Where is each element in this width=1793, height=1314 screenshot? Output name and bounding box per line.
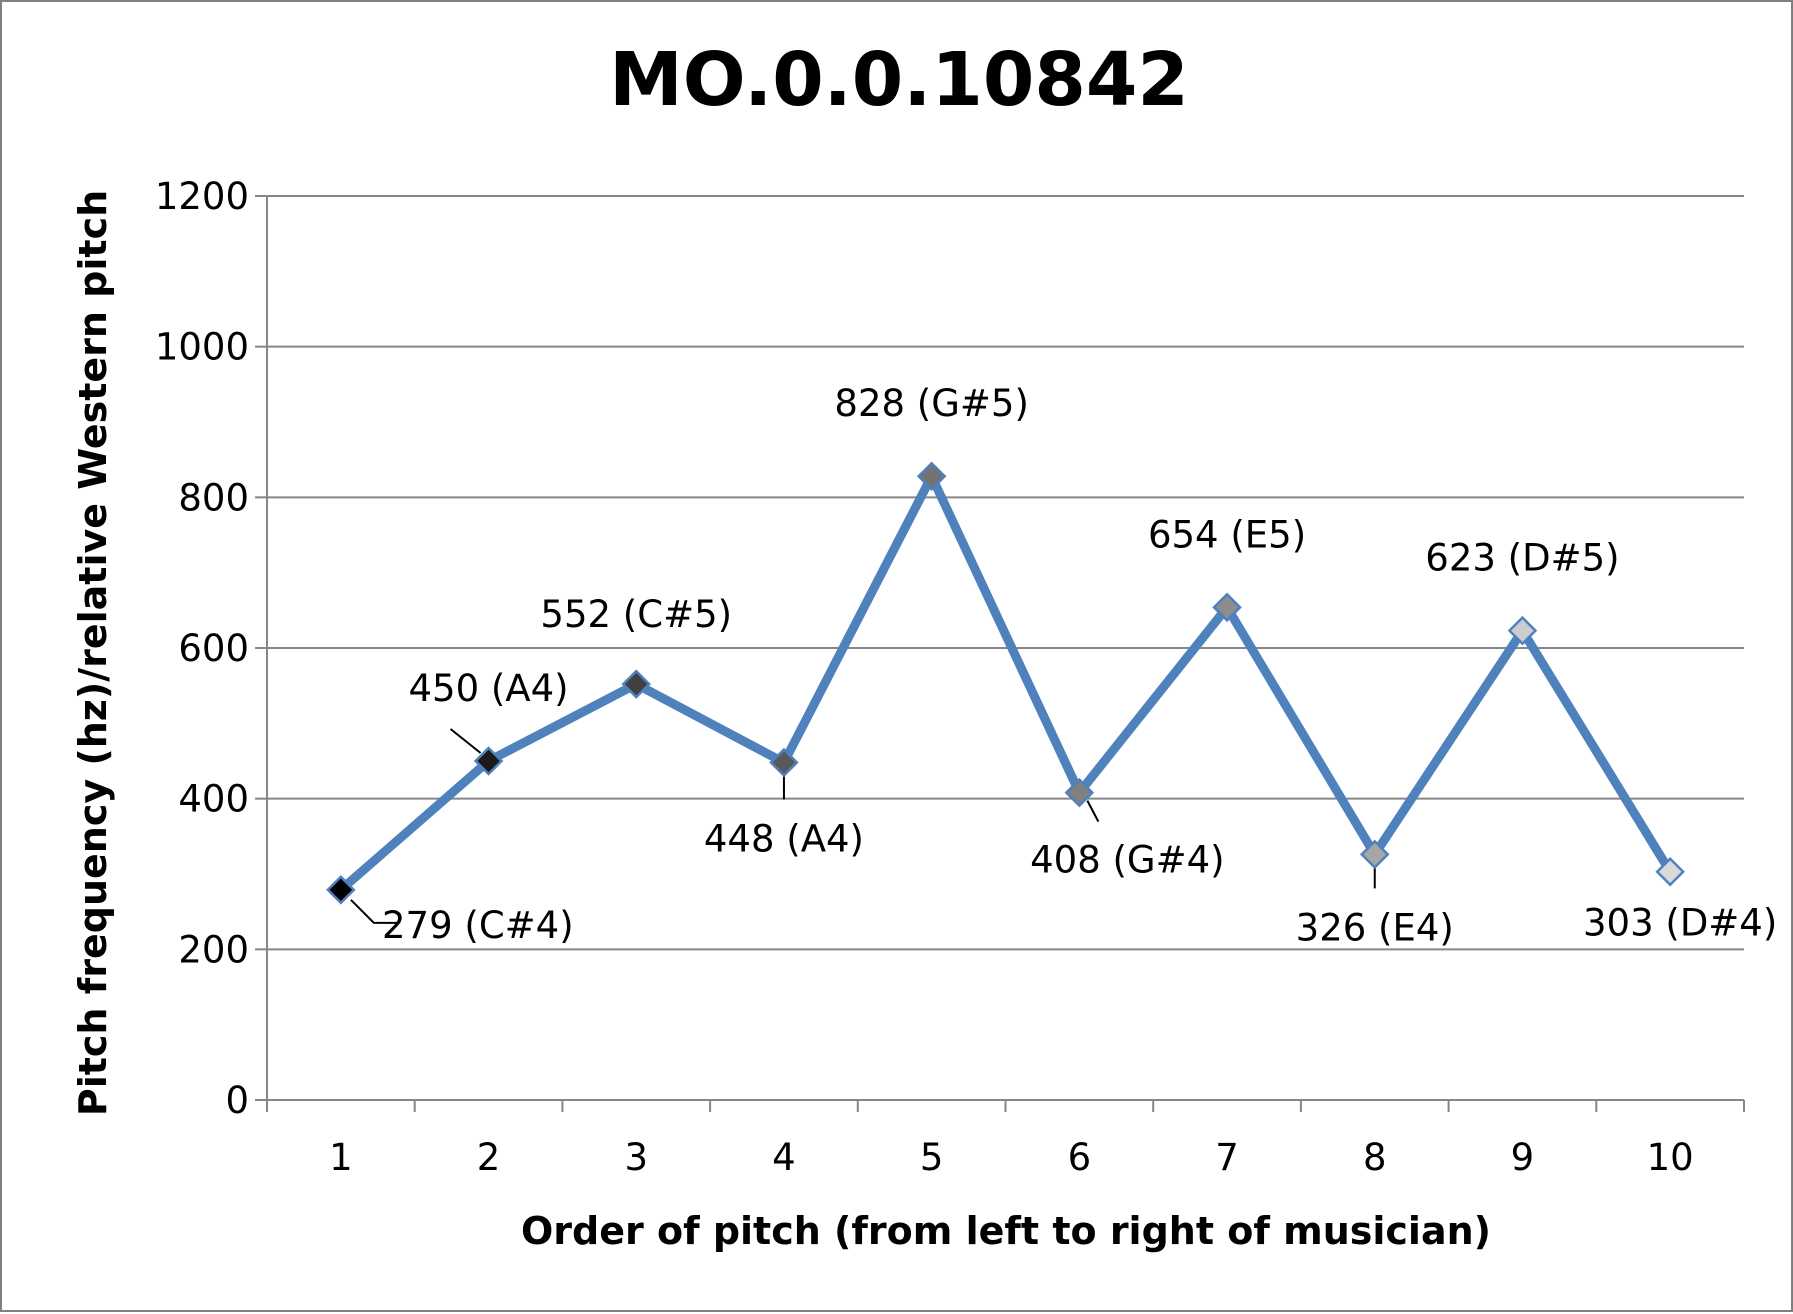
data-marker [1212, 592, 1242, 623]
data-label: 654 (E5) [1148, 513, 1306, 556]
x-tick-label: 6 [1068, 1136, 1092, 1179]
data-marker [1507, 615, 1538, 646]
data-marker [769, 747, 799, 778]
data-markers [326, 461, 1685, 905]
tick-labels: 0 200 400 600 800 1000 1200 1 2 3 4 5 6 7 8 9 10 [155, 175, 1694, 1179]
data-marker [1655, 856, 1685, 887]
x-tick-label: 3 [624, 1136, 648, 1179]
x-tick-label: 10 [1647, 1136, 1694, 1179]
series-line [336, 471, 1675, 895]
data-label: 450 (A4) [408, 667, 568, 710]
x-tick-label: 4 [772, 1136, 796, 1179]
data-marker [326, 875, 356, 905]
data-label: 279 (C#4) [382, 904, 574, 947]
x-tick-label: 5 [920, 1136, 944, 1179]
x-tick-label: 9 [1511, 1136, 1535, 1179]
data-labels: 279 (C#4) 450 (A4) 552 (C#5) 448 (A4) 828 (G… [382, 382, 1777, 949]
label-leader-line [449, 728, 482, 754]
gridlines [267, 195, 1744, 951]
y-tick-label: 1200 [155, 175, 249, 218]
y-tick-label: 400 [178, 778, 249, 821]
x-tick-label: 1 [329, 1136, 353, 1179]
x-tick-label: 2 [477, 1136, 501, 1179]
label-leader-lines [350, 728, 1376, 924]
y-tick-label: 200 [178, 928, 249, 971]
data-label: 828 (G#5) [834, 382, 1028, 425]
data-marker [916, 461, 947, 492]
y-axis-title: Pitch frequency (hz)/relative Western pi… [71, 190, 115, 1116]
x-tick-label: 7 [1215, 1136, 1239, 1179]
y-tick-label: 800 [178, 476, 249, 519]
label-leader-line [1086, 800, 1100, 823]
data-label: 448 (A4) [704, 818, 864, 861]
data-label: 552 (C#5) [540, 593, 732, 636]
series-line-path [336, 471, 1675, 895]
y-tick-label: 600 [178, 627, 249, 670]
data-marker [1359, 839, 1390, 870]
y-tick-label: 1000 [155, 326, 249, 369]
data-label: 326 (E4) [1296, 906, 1454, 949]
data-label: 408 (G#4) [1030, 839, 1224, 882]
data-label: 303 (D#4) [1583, 902, 1777, 945]
data-marker [1064, 777, 1095, 808]
data-label: 623 (D#5) [1425, 537, 1619, 580]
data-marker [621, 669, 652, 699]
y-tick-label: 0 [225, 1079, 249, 1122]
data-marker [473, 746, 504, 776]
axes [255, 195, 1745, 1112]
x-axis-title: Order of pitch (from left to right of mu… [521, 1209, 1491, 1253]
label-leader-line [350, 899, 398, 924]
x-tick-label: 8 [1363, 1136, 1387, 1179]
chart-title: MO.0.0.10842 [609, 37, 1189, 123]
